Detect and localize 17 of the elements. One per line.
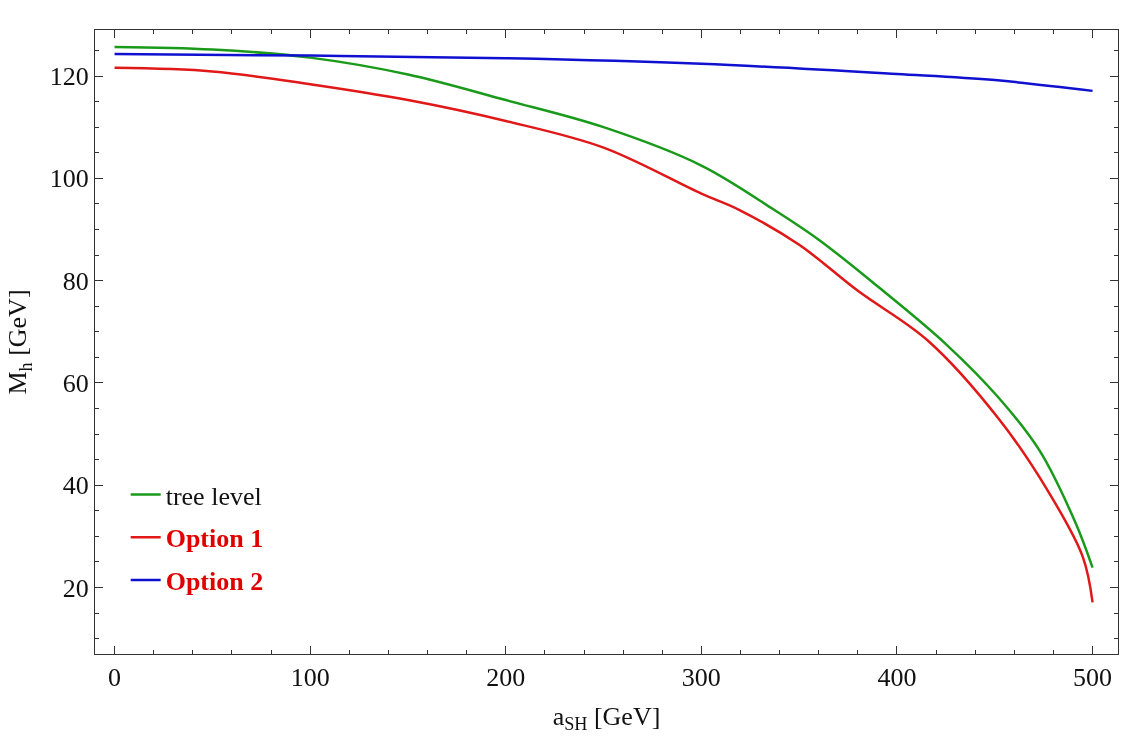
y-tick-label: 80 [62,266,89,296]
x-tick-label: 500 [1073,663,1113,693]
legend-label: tree level [165,481,262,511]
y-tick-label: 120 [49,62,89,92]
y-tick-label: 20 [62,573,89,603]
x-tick-label: 200 [486,663,526,693]
x-tick-label: 100 [290,663,330,693]
legend-label: Option 2 [165,567,264,597]
x-tick-label: 300 [681,663,721,693]
x-tick-label: 400 [877,663,917,693]
x-tick-label: 0 [108,663,122,693]
y-tick-label: 100 [49,164,89,194]
y-tick-label: 60 [62,369,89,399]
x-axis-title: a$_{SH}$ [GeV] [552,701,661,735]
line-series [113,52,1094,93]
legend-label: Option 1 [165,524,264,554]
y-tick-label: 40 [62,471,89,501]
